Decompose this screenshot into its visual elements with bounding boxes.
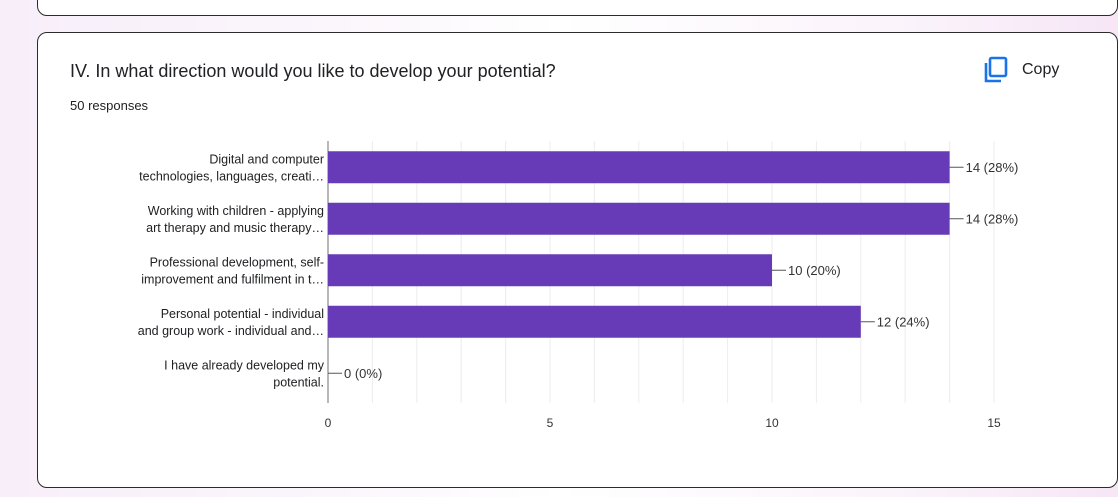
category-label: improvement and fulfilment in t…: [141, 272, 324, 286]
category-label: I have already developed my: [164, 358, 325, 372]
data-label: 14 (28%): [966, 160, 1019, 175]
bar-chart: 0 5 10 15 14 (28%) Digital and computer techno…: [138, 141, 1019, 430]
response-count: 50 responses: [70, 98, 149, 113]
copy-button[interactable]: Copy: [982, 55, 1059, 85]
data-label: 12 (24%): [877, 314, 930, 329]
question-card: IV. In what direction would you like to …: [37, 32, 1118, 488]
question-title: IV. In what direction would you like to …: [70, 61, 556, 81]
copy-label: Copy: [1022, 61, 1060, 78]
copy-icon: [982, 56, 1010, 84]
x-tick-label: 15: [987, 416, 1001, 430]
x-tick-label: 5: [547, 416, 554, 430]
x-tick-label: 10: [765, 416, 779, 430]
data-label: 0 (0%): [344, 366, 382, 381]
data-label: 10 (20%): [788, 263, 841, 278]
category-label: art therapy and music therapy…: [146, 221, 324, 235]
category-label: Personal potential - individual: [161, 307, 324, 321]
category-label: Working with children - applying: [148, 204, 324, 218]
category-label: and group work - individual and…: [138, 324, 324, 338]
category-label: potential.: [273, 375, 324, 389]
bar: [328, 151, 950, 184]
category-label: Professional development, self-: [150, 255, 324, 269]
x-tick-label: 0: [325, 416, 332, 430]
bar: [328, 305, 861, 338]
previous-question-card: [37, 0, 1118, 16]
bar: [328, 202, 950, 235]
category-label: technologies, languages, creati…: [139, 169, 324, 183]
data-label: 14 (28%): [966, 211, 1019, 226]
category-label: Digital and computer: [209, 152, 324, 166]
bar: [328, 254, 772, 287]
